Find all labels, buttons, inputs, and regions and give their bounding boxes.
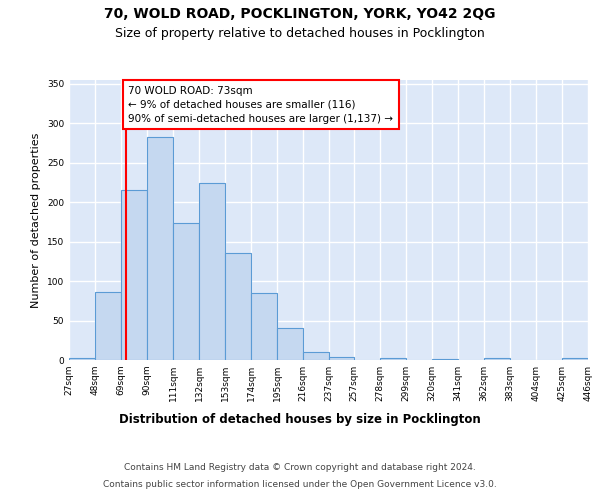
Bar: [251, 293, 277, 360]
Text: 70, WOLD ROAD, POCKLINGTON, YORK, YO42 2QG: 70, WOLD ROAD, POCKLINGTON, YORK, YO42 2…: [104, 8, 496, 22]
Bar: [380, 358, 406, 360]
Bar: [173, 223, 199, 360]
Bar: [562, 358, 588, 360]
Bar: [69, 358, 95, 360]
Text: Distribution of detached houses by size in Pocklington: Distribution of detached houses by size …: [119, 412, 481, 426]
Text: 70 WOLD ROAD: 73sqm
← 9% of detached houses are smaller (116)
90% of semi-detach: 70 WOLD ROAD: 73sqm ← 9% of detached hou…: [128, 86, 394, 124]
Text: Contains public sector information licensed under the Open Government Licence v3: Contains public sector information licen…: [103, 480, 497, 489]
Bar: [484, 358, 510, 360]
Bar: [95, 292, 121, 360]
Text: Contains HM Land Registry data © Crown copyright and database right 2024.: Contains HM Land Registry data © Crown c…: [124, 462, 476, 471]
Bar: [432, 359, 458, 360]
Bar: [303, 352, 329, 360]
Bar: [277, 328, 303, 360]
Bar: [121, 190, 147, 360]
Bar: [329, 357, 354, 360]
Y-axis label: Number of detached properties: Number of detached properties: [31, 132, 41, 308]
Bar: [199, 182, 225, 360]
Bar: [225, 252, 251, 360]
Bar: [147, 137, 173, 360]
Text: Size of property relative to detached houses in Pocklington: Size of property relative to detached ho…: [115, 28, 485, 40]
